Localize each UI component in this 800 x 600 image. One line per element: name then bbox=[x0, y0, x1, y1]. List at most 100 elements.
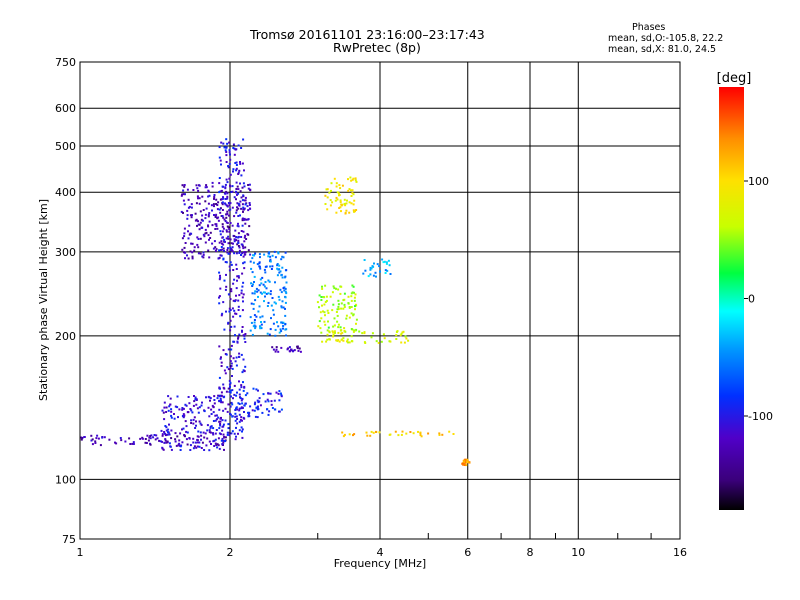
x-mode-point bbox=[353, 199, 356, 202]
x-mode-point bbox=[326, 329, 329, 332]
o-mode-point bbox=[214, 442, 217, 445]
o-mode-point bbox=[240, 289, 243, 292]
x-mode-point bbox=[404, 335, 407, 338]
x-mode-point bbox=[340, 332, 343, 335]
o-mode-point bbox=[183, 246, 186, 249]
o-mode-point bbox=[229, 185, 232, 188]
o-mode-point bbox=[241, 224, 244, 227]
o-mode-point bbox=[182, 407, 185, 410]
o-mode-point bbox=[219, 387, 221, 390]
o-mode-point bbox=[227, 252, 230, 255]
o-mode-point bbox=[280, 258, 283, 261]
o-mode-point bbox=[232, 340, 235, 343]
o-mode-point bbox=[199, 210, 202, 213]
o-mode-point bbox=[237, 173, 240, 175]
o-mode-point bbox=[240, 384, 243, 387]
o-mode-point bbox=[188, 205, 191, 208]
x-mode-point bbox=[354, 308, 356, 311]
o-mode-point bbox=[231, 375, 233, 377]
x-mode-point bbox=[353, 433, 356, 436]
o-mode-point bbox=[190, 409, 193, 412]
o-mode-point bbox=[241, 162, 244, 165]
o-mode-point bbox=[170, 437, 173, 440]
x-mode-point bbox=[340, 210, 342, 213]
o-mode-point bbox=[222, 142, 225, 145]
o-mode-point bbox=[216, 204, 219, 206]
x-mode-point bbox=[373, 262, 375, 265]
o-mode-point bbox=[218, 295, 221, 298]
x-mode-point bbox=[340, 338, 343, 341]
o-mode-point bbox=[234, 360, 237, 363]
x-mode-point bbox=[377, 341, 380, 344]
o-mode-point bbox=[233, 215, 236, 218]
o-mode-point bbox=[241, 407, 244, 409]
o-mode-point bbox=[247, 184, 250, 186]
x-mode-point bbox=[335, 185, 338, 188]
y-axis-label: Stationary phase Virtual Height [km] bbox=[37, 199, 50, 401]
x-mode-point bbox=[340, 204, 343, 207]
o-mode-point bbox=[202, 209, 205, 211]
o-mode-point bbox=[280, 392, 282, 395]
o-mode-point bbox=[285, 292, 288, 295]
o-mode-point bbox=[216, 227, 219, 230]
x-mode-point bbox=[358, 330, 361, 333]
o-mode-point bbox=[237, 215, 240, 217]
o-mode-point bbox=[271, 254, 274, 257]
x-mode-point bbox=[329, 295, 332, 298]
o-mode-point bbox=[223, 435, 226, 438]
x-mode-point bbox=[344, 204, 347, 207]
o-mode-point bbox=[231, 367, 234, 370]
o-mode-point bbox=[230, 325, 233, 328]
o-mode-point bbox=[242, 281, 245, 284]
o-mode-point bbox=[244, 341, 247, 343]
o-mode-point bbox=[197, 252, 200, 255]
o-mode-point bbox=[242, 182, 245, 185]
o-mode-point bbox=[225, 310, 227, 313]
o-mode-point bbox=[238, 429, 241, 432]
x-mode-point bbox=[342, 299, 345, 302]
o-mode-point bbox=[198, 202, 201, 205]
o-mode-point bbox=[149, 435, 152, 437]
o-mode-point bbox=[257, 401, 260, 404]
o-mode-point bbox=[200, 434, 203, 437]
o-mode-point bbox=[181, 193, 184, 196]
x-mode-point bbox=[348, 341, 351, 344]
o-mode-point bbox=[235, 164, 238, 166]
o-mode-point bbox=[144, 441, 147, 444]
o-mode-point bbox=[229, 390, 232, 393]
o-mode-point bbox=[237, 305, 240, 308]
o-mode-point bbox=[243, 261, 246, 264]
o-mode-point bbox=[196, 435, 199, 438]
o-mode-point bbox=[234, 419, 237, 422]
o-mode-point bbox=[204, 200, 207, 203]
o-mode-point bbox=[275, 302, 277, 305]
o-mode-point bbox=[244, 203, 247, 206]
o-mode-point bbox=[224, 407, 227, 410]
x-mode-point bbox=[438, 432, 441, 435]
o-mode-point bbox=[269, 260, 272, 263]
o-mode-point bbox=[240, 230, 243, 232]
o-mode-point bbox=[242, 230, 245, 233]
o-mode-point bbox=[284, 290, 287, 293]
x-mode-point bbox=[343, 329, 346, 332]
o-mode-point bbox=[237, 245, 240, 247]
o-mode-point bbox=[229, 246, 232, 249]
o-mode-point bbox=[231, 185, 234, 188]
o-mode-point bbox=[186, 209, 189, 212]
x-mode-point bbox=[320, 331, 323, 334]
o-mode-point bbox=[192, 189, 195, 191]
x-mode-point bbox=[448, 430, 451, 433]
x-mode-point bbox=[329, 204, 332, 207]
o-mode-point bbox=[225, 390, 228, 393]
o-mode-point bbox=[225, 190, 228, 193]
o-mode-point bbox=[278, 268, 281, 271]
o-mode-point bbox=[221, 401, 224, 404]
o-mode-point bbox=[196, 439, 199, 442]
x-mode-point bbox=[333, 330, 336, 333]
o-mode-point bbox=[253, 409, 256, 412]
x-mode-point bbox=[332, 303, 335, 306]
colorbar-tick-label: 0 bbox=[748, 293, 755, 306]
o-mode-point bbox=[231, 206, 234, 209]
o-mode-point bbox=[251, 333, 254, 336]
o-mode-point bbox=[233, 393, 236, 396]
